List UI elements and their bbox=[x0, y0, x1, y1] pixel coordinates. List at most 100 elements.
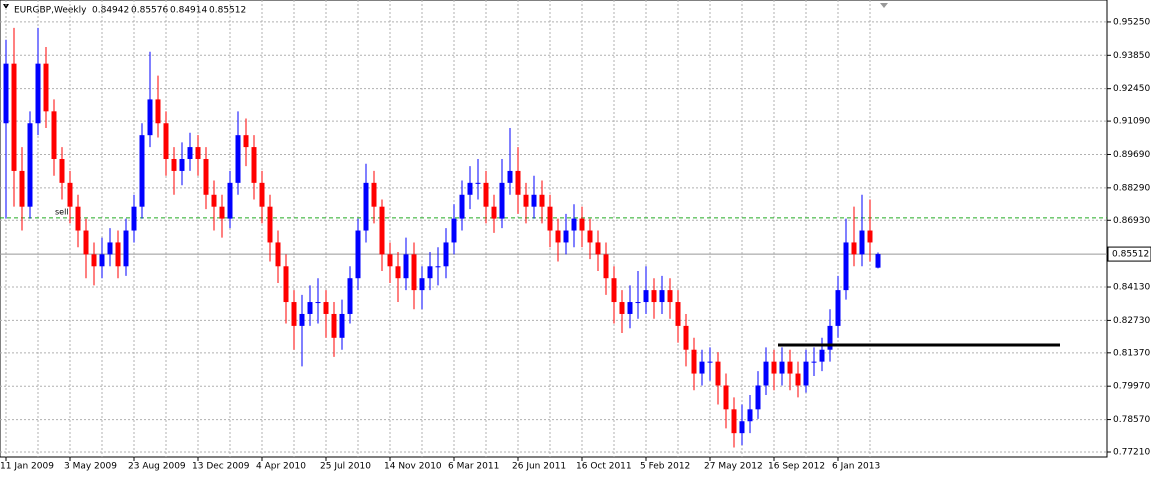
candle-body bbox=[27, 123, 33, 207]
x-tick-label: 5 Feb 2012 bbox=[640, 462, 690, 472]
candle-body bbox=[859, 230, 865, 255]
candle-body bbox=[11, 63, 17, 171]
candle-body bbox=[315, 302, 321, 304]
candle-body bbox=[467, 182, 473, 195]
candle-body bbox=[563, 230, 569, 243]
candle-body bbox=[483, 182, 489, 207]
candle-body bbox=[587, 230, 593, 243]
candle-body bbox=[35, 63, 41, 124]
y-tick-label: 0.95250 bbox=[1113, 17, 1150, 27]
candle-body bbox=[115, 242, 121, 267]
candle-body bbox=[675, 302, 681, 326]
sell-label: sell bbox=[55, 207, 69, 216]
x-tick-label: 13 Dec 2009 bbox=[192, 462, 250, 472]
candle-body bbox=[515, 170, 521, 195]
x-tick-label: 16 Sep 2012 bbox=[768, 462, 825, 472]
candle-body bbox=[75, 206, 81, 231]
candle-body bbox=[667, 290, 673, 303]
candle-body bbox=[307, 302, 313, 314]
candle-body bbox=[251, 147, 257, 183]
ohlc-close: 0.85512 bbox=[209, 6, 246, 16]
y-tick-label: 0.89690 bbox=[1113, 150, 1150, 160]
candle-body bbox=[403, 254, 409, 279]
candle-body bbox=[331, 313, 337, 338]
candle-body bbox=[395, 266, 401, 279]
candle-body bbox=[627, 302, 633, 314]
y-tick-label: 0.92450 bbox=[1113, 84, 1150, 94]
candle-body bbox=[379, 206, 385, 255]
candle-body bbox=[651, 290, 657, 303]
candle-body bbox=[835, 290, 841, 326]
candle-body bbox=[643, 290, 649, 303]
price-label-box bbox=[1107, 246, 1151, 262]
header: EURGBP,Weekly 0.84942 0.85576 0.84914 0.… bbox=[14, 6, 246, 16]
candle-body bbox=[19, 170, 25, 207]
candle-body bbox=[163, 123, 169, 160]
candle-body bbox=[211, 194, 217, 207]
candle-body bbox=[635, 302, 641, 304]
candle-body bbox=[339, 313, 345, 338]
candle-body bbox=[371, 182, 377, 207]
candle-body bbox=[811, 361, 817, 363]
candle-body bbox=[323, 302, 329, 314]
candle-body bbox=[91, 254, 97, 267]
candle-body bbox=[291, 302, 297, 326]
x-tick-label: 6 Jan 2013 bbox=[832, 462, 880, 472]
candle-body bbox=[707, 361, 713, 363]
candle-body bbox=[755, 385, 761, 410]
candle-body bbox=[539, 194, 545, 207]
candle-body bbox=[139, 135, 145, 207]
candle-body bbox=[867, 230, 873, 243]
x-tick-label: 3 May 2009 bbox=[64, 462, 117, 472]
candle-body bbox=[435, 266, 441, 268]
candle-body bbox=[683, 325, 689, 350]
candle-body bbox=[459, 194, 465, 219]
candle-body bbox=[843, 242, 849, 291]
candle-body bbox=[123, 230, 129, 267]
candle-body bbox=[731, 409, 737, 434]
candle-body bbox=[51, 111, 57, 160]
ohlc-open: 0.84942 bbox=[92, 6, 129, 16]
candle-body bbox=[475, 182, 481, 184]
candle-body bbox=[427, 266, 433, 279]
ohlc-high: 0.85576 bbox=[131, 6, 168, 16]
y-tick-label: 0.77210 bbox=[1113, 447, 1150, 457]
candle-body bbox=[595, 242, 601, 255]
candle-body bbox=[547, 206, 553, 231]
y-tick-label: 0.93850 bbox=[1113, 51, 1150, 61]
shift-marker bbox=[880, 3, 888, 8]
x-tick-label: 25 Jul 2010 bbox=[320, 462, 371, 472]
candle-body bbox=[171, 159, 177, 171]
candle-body bbox=[451, 218, 457, 243]
candle-body bbox=[187, 147, 193, 160]
y-tick-label: 0.86930 bbox=[1113, 216, 1150, 226]
candle-body bbox=[59, 159, 65, 183]
candle-body bbox=[491, 206, 497, 219]
x-tick-label: 27 May 2012 bbox=[704, 462, 763, 472]
candle-body bbox=[363, 182, 369, 231]
candle-body bbox=[219, 206, 225, 219]
ohlc-low: 0.84914 bbox=[170, 6, 207, 16]
menu-arrow bbox=[3, 4, 9, 9]
candle-body bbox=[283, 266, 289, 303]
y-tick-label: 0.81370 bbox=[1113, 348, 1150, 358]
candle-body bbox=[83, 230, 89, 255]
x-tick-label: 11 Jan 2009 bbox=[0, 462, 54, 472]
candle-body bbox=[227, 182, 233, 219]
candle-body bbox=[267, 206, 273, 243]
candle-body bbox=[179, 159, 185, 171]
candle-body bbox=[619, 302, 625, 314]
candle-body bbox=[147, 99, 153, 136]
y-tick-label: 0.84130 bbox=[1113, 283, 1150, 293]
candle-body bbox=[763, 361, 769, 386]
candle-body bbox=[243, 135, 249, 148]
y-tick-label: 0.82730 bbox=[1113, 316, 1150, 326]
candle-body bbox=[299, 313, 305, 326]
plot-area bbox=[0, 0, 1108, 458]
x-tick-label: 4 Apr 2010 bbox=[256, 462, 306, 472]
y-tick-label: 0.91090 bbox=[1113, 117, 1150, 127]
candle-body bbox=[875, 254, 881, 268]
candle-body bbox=[523, 194, 529, 207]
candle-body bbox=[203, 159, 209, 195]
